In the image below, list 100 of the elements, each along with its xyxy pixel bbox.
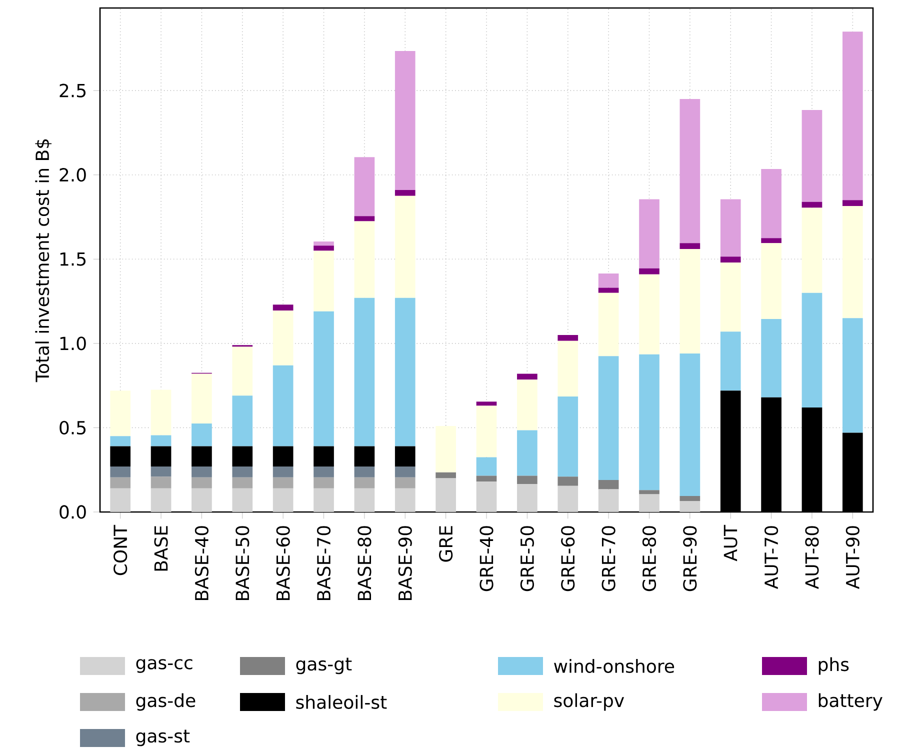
bar [110,446,131,466]
y-tick-label: 2.0 [60,168,86,182]
bar [232,466,253,478]
bar [639,268,660,274]
bar [192,477,212,488]
bar [558,486,578,512]
bar [272,488,294,512]
bar [842,32,863,200]
y-tick-label: 2.5 [60,84,86,98]
legend-label: wind-onshore [554,659,674,673]
bar [720,199,741,257]
bar [110,390,131,436]
bar [598,489,619,512]
bar [476,482,497,512]
x-tick-label: BASE-80 [358,526,372,600]
bar [639,199,660,268]
bar [394,446,416,466]
bar [314,477,334,488]
bar [192,466,212,478]
bar [720,262,741,332]
legend-label: gas-st [136,730,190,746]
bar [394,196,416,298]
bar [110,466,131,478]
bar [192,446,212,466]
bar [476,402,497,406]
bar [517,476,538,484]
bar [680,243,700,250]
bar [232,488,253,512]
y-tick-label: 1.0 [60,336,86,350]
bar [394,466,416,478]
y-tick-label: 0.0 [60,505,86,519]
bar [680,496,700,502]
x-tick-label: GRE-50 [520,526,534,592]
bar [314,250,334,312]
bar [354,488,375,512]
bar [720,332,741,391]
bar [639,274,660,354]
x-tick-label: CONT [114,524,128,576]
bar [354,216,375,222]
bar [436,478,456,512]
bar [394,488,416,512]
bar [314,311,334,446]
bar [680,501,700,512]
x-tick-label: AUT [724,524,738,562]
x-tick-label: GRE-70 [602,526,616,592]
bar [394,298,416,446]
bar [354,466,375,478]
bar [842,318,863,433]
bar [802,292,822,408]
bar [314,446,334,466]
x-tick-label: GRE-60 [561,526,575,592]
bar [354,298,375,446]
legend-label: gas-de [136,693,196,711]
bar [598,480,619,490]
bar [192,488,212,512]
bar [354,221,375,298]
bar [272,477,294,488]
bar [272,365,294,446]
bar [354,446,375,466]
bar [150,466,172,477]
bar [314,488,334,512]
bar [150,476,172,488]
x-tick-label: BASE [154,526,168,571]
bar [639,354,660,490]
bar [150,435,172,446]
bar [842,206,863,318]
bar [436,426,456,472]
legend-label: shaleoil-st [296,695,387,709]
legend-label: gas-gt [296,658,352,674]
bar [150,488,172,512]
bar [110,488,131,512]
bar [761,318,782,398]
x-tick-label: BASE-60 [276,526,290,600]
bar [110,477,131,488]
legend-label: phs [818,657,849,675]
bar [598,356,619,480]
legend-label: battery [818,693,882,711]
x-tick-label: GRE-90 [683,526,697,592]
bar [802,202,822,208]
bar [272,304,294,311]
legend-label: solar-pv [554,693,624,711]
bar [394,190,416,196]
bar [680,99,700,244]
y-tick-label: 1.5 [60,252,86,266]
bar [232,346,253,396]
bar [394,50,416,190]
bar [761,243,782,319]
bar [232,446,253,466]
bar [639,494,660,512]
bar [802,208,822,293]
x-tick-label: BASE-90 [398,526,412,600]
bar [314,466,334,478]
bar [598,273,619,288]
x-tick-label: AUT-70 [764,526,778,590]
bar [314,241,334,246]
x-tick-label: BASE-70 [316,526,331,600]
bar [192,374,212,424]
y-tick-label: 0.5 [60,420,86,435]
bar [232,396,253,446]
bar [476,406,497,458]
